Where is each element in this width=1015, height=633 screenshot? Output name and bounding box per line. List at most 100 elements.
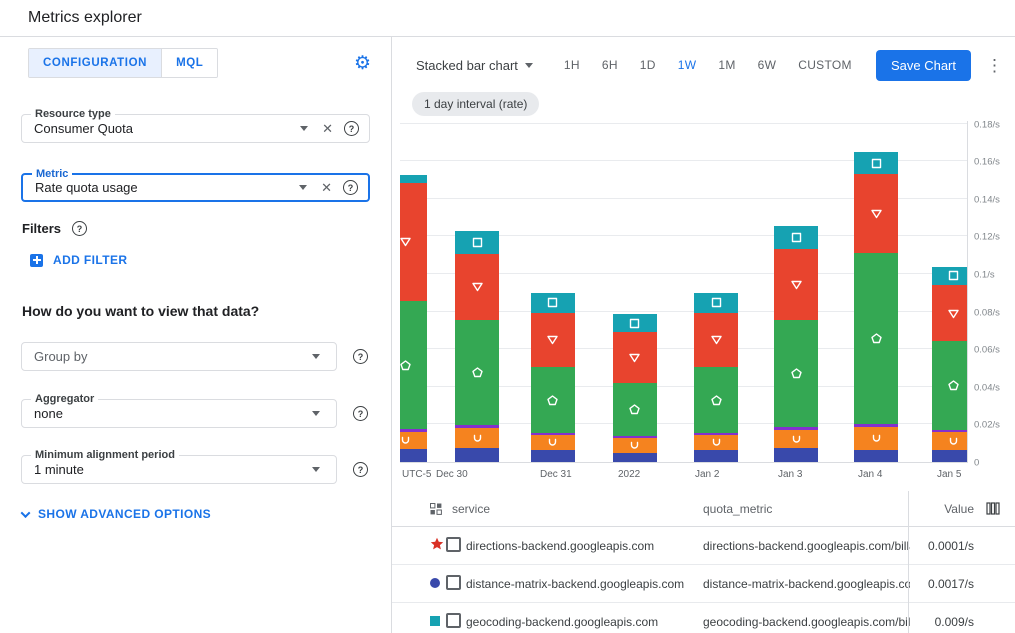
bar-segment-purple[interactable]: [530, 433, 575, 436]
chart-type-dropdown[interactable]: Stacked bar chart: [416, 58, 533, 73]
row-checkbox[interactable]: [446, 574, 461, 590]
bar-segment-purple[interactable]: [455, 425, 500, 429]
bar-segment-red[interactable]: [694, 312, 739, 367]
bar-segment-blue[interactable]: [694, 450, 739, 462]
alignment-select[interactable]: Minimum alignment period 1 minute: [21, 449, 337, 484]
stacked-bar[interactable]: [400, 175, 428, 462]
bar-segment-teal[interactable]: [455, 230, 500, 255]
bar-segment-orange[interactable]: [774, 430, 819, 449]
bar-segment-green[interactable]: [455, 319, 500, 426]
aggregator-select[interactable]: Aggregator none: [21, 393, 337, 428]
bar-segment-blue[interactable]: [530, 450, 575, 462]
stacked-bar[interactable]: [612, 314, 657, 462]
stacked-bar[interactable]: [774, 226, 819, 462]
bar-segment-red[interactable]: [530, 312, 575, 367]
bar-segment-purple[interactable]: [694, 433, 739, 436]
bar-segment-green[interactable]: [612, 383, 657, 436]
stacked-bar[interactable]: [694, 292, 739, 462]
chevron-down-icon[interactable]: [312, 467, 320, 472]
column-header-service[interactable]: service: [452, 501, 491, 516]
stacked-bar[interactable]: [455, 230, 500, 462]
bar-segment-teal[interactable]: [400, 175, 428, 183]
more-options-icon[interactable]: ⋮: [986, 55, 1003, 75]
resource-help-icon[interactable]: ?: [344, 121, 359, 136]
range-1d-button[interactable]: 1D: [629, 52, 667, 78]
bar-segment-teal[interactable]: [694, 292, 739, 313]
range-1h-button[interactable]: 1H: [553, 52, 591, 78]
bar-segment-blue[interactable]: [774, 448, 819, 462]
row-checkbox[interactable]: [446, 612, 461, 628]
bar-segment-red[interactable]: [455, 254, 500, 320]
bar-segment-red[interactable]: [931, 284, 967, 342]
column-options-icon[interactable]: [986, 502, 1015, 515]
bar-segment-red[interactable]: [612, 331, 657, 384]
bar-segment-purple[interactable]: [774, 427, 819, 431]
column-header-value[interactable]: Value: [944, 501, 974, 516]
bar-segment-green[interactable]: [931, 341, 967, 431]
metric-help-icon[interactable]: ?: [343, 180, 358, 195]
bar-segment-teal[interactable]: [854, 152, 899, 175]
range-custom-button[interactable]: CUSTOM: [787, 52, 863, 78]
range-6w-button[interactable]: 6W: [747, 52, 788, 78]
bar-segment-green[interactable]: [774, 320, 819, 428]
bar-segment-teal[interactable]: [774, 226, 819, 250]
legend-toggle-icon[interactable]: [430, 502, 446, 515]
bar-segment-orange[interactable]: [694, 435, 739, 451]
bar-segment-purple[interactable]: [854, 424, 899, 428]
bar-segment-orange[interactable]: [854, 427, 899, 451]
bar-segment-orange[interactable]: [931, 432, 967, 451]
bar-segment-green[interactable]: [400, 301, 428, 429]
tab-configuration[interactable]: CONFIGURATION: [29, 49, 162, 77]
show-advanced-options-button[interactable]: SHOW ADVANCED OPTIONS: [20, 507, 211, 521]
chevron-down-icon[interactable]: [312, 354, 320, 359]
bar-segment-purple[interactable]: [931, 430, 967, 433]
bar-segment-red[interactable]: [400, 182, 428, 302]
aggregator-help-icon[interactable]: ?: [353, 406, 368, 421]
group-by-help-icon[interactable]: ?: [353, 349, 368, 364]
bar-segment-blue[interactable]: [455, 448, 500, 462]
stacked-bar[interactable]: [931, 267, 967, 462]
bar-segment-orange[interactable]: [400, 431, 428, 449]
group-by-select[interactable]: Group by: [21, 342, 337, 371]
bar-segment-red[interactable]: [774, 249, 819, 321]
range-1w-button[interactable]: 1W: [667, 52, 708, 78]
bar-segment-teal[interactable]: [931, 267, 967, 285]
range-1m-button[interactable]: 1M: [707, 52, 746, 78]
filters-help-icon[interactable]: ?: [72, 221, 88, 236]
bar-segment-orange[interactable]: [530, 435, 575, 451]
alignment-help-icon[interactable]: ?: [353, 462, 368, 477]
clear-metric-icon[interactable]: ✕: [321, 179, 332, 195]
bar-segment-green[interactable]: [694, 366, 739, 434]
bar-segment-blue[interactable]: [854, 450, 899, 462]
settings-gear-icon[interactable]: ⚙: [353, 52, 371, 74]
bar-segment-purple[interactable]: [612, 435, 657, 438]
table-row[interactable]: distance-matrix-backend.googleapis.com di…: [392, 565, 1015, 603]
bar-segment-green[interactable]: [530, 366, 575, 434]
clear-resource-icon[interactable]: ✕: [322, 120, 333, 136]
save-chart-button[interactable]: Save Chart: [875, 49, 971, 81]
bar-segment-blue[interactable]: [612, 452, 657, 462]
bar-segment-blue[interactable]: [400, 448, 428, 462]
chevron-down-icon[interactable]: [300, 126, 309, 131]
bar-segment-red[interactable]: [854, 174, 899, 254]
tab-mql[interactable]: MQL: [161, 49, 218, 77]
range-6h-button[interactable]: 6H: [591, 52, 629, 78]
row-checkbox[interactable]: [446, 536, 461, 552]
bar-segment-purple[interactable]: [400, 428, 428, 432]
add-filter-button[interactable]: ADD FILTER: [30, 253, 127, 267]
resource-type-select[interactable]: Resource type Consumer Quota ✕ ?: [21, 108, 370, 143]
table-row[interactable]: directions-backend.googleapis.com directi…: [392, 527, 1015, 565]
metric-select[interactable]: Metric Rate quota usage ✕ ?: [21, 168, 370, 202]
chevron-down-icon[interactable]: [299, 185, 308, 190]
stacked-bar[interactable]: [854, 152, 899, 462]
stacked-bar[interactable]: [530, 292, 575, 462]
bar-segment-orange[interactable]: [455, 428, 500, 449]
column-header-quota-metric[interactable]: quota_metric: [703, 501, 773, 516]
bar-segment-blue[interactable]: [931, 450, 967, 462]
bar-segment-teal[interactable]: [530, 292, 575, 313]
bar-segment-green[interactable]: [854, 253, 899, 425]
table-row[interactable]: geocoding-backend.googleapis.com geocodin…: [392, 603, 1015, 633]
bar-segment-teal[interactable]: [612, 314, 657, 332]
bar-segment-orange[interactable]: [612, 437, 657, 453]
chevron-down-icon[interactable]: [312, 411, 320, 416]
